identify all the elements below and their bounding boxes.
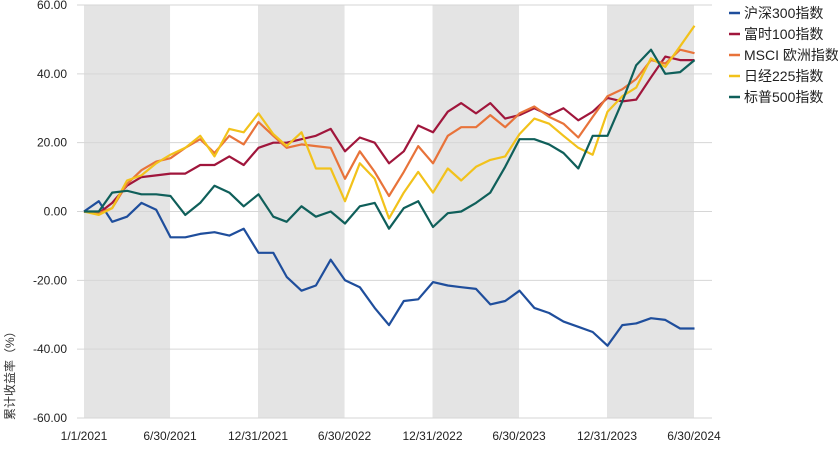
series-line-1 <box>83 55 695 215</box>
series-line-4 <box>84 48 696 230</box>
y-tick-label: 0.00 <box>44 205 68 219</box>
series-lines <box>83 25 696 347</box>
y-axis-title: 累计收益率（%） <box>2 325 17 420</box>
x-tick-label: 12/31/2023 <box>577 429 637 443</box>
x-tick-label: 6/30/2024 <box>667 429 721 443</box>
legend-label: 标普500指数 <box>744 89 823 105</box>
legend-item: 日经225指数 <box>729 68 823 84</box>
y-tick-label: -40.00 <box>33 342 67 356</box>
x-axis-tick-labels: 1/1/2021 6/30/2021 12/31/2021 6/30/2022 12/3… <box>61 429 721 443</box>
x-tick-label: 6/30/2023 <box>492 429 546 443</box>
series-line-3 <box>83 25 696 220</box>
y-tick-label: 60.00 <box>37 0 67 12</box>
x-tick-label: 12/31/2021 <box>228 429 288 443</box>
y-tick-label: -20.00 <box>33 273 67 287</box>
legend-label: 富时100指数 <box>744 26 823 42</box>
y-tick-label: 40.00 <box>37 67 67 81</box>
legend-label: MSCI 欧洲指数 <box>744 47 838 63</box>
x-tick-label: 12/31/2022 <box>402 429 462 443</box>
y-tick-label: -60.00 <box>33 411 67 425</box>
x-tick-label: 6/30/2022 <box>318 429 372 443</box>
legend-item: 沪深300指数 <box>729 5 823 21</box>
legend-label: 沪深300指数 <box>744 5 823 21</box>
y-tick-label: 20.00 <box>37 136 67 150</box>
gridlines <box>77 4 712 419</box>
y-axis-tick-labels: 60.00 40.00 20.00 0.00 -20.00 -40.00 -60.00 <box>33 0 67 425</box>
legend-item: 标普500指数 <box>729 89 823 105</box>
x-tick-label: 6/30/2021 <box>143 429 197 443</box>
legend-item: 富时100指数 <box>729 26 823 42</box>
legend-label: 日经225指数 <box>744 68 823 84</box>
x-tick-label: 1/1/2021 <box>61 429 108 443</box>
legend-item: MSCI 欧洲指数 <box>729 47 838 63</box>
series-line-0 <box>83 200 695 347</box>
